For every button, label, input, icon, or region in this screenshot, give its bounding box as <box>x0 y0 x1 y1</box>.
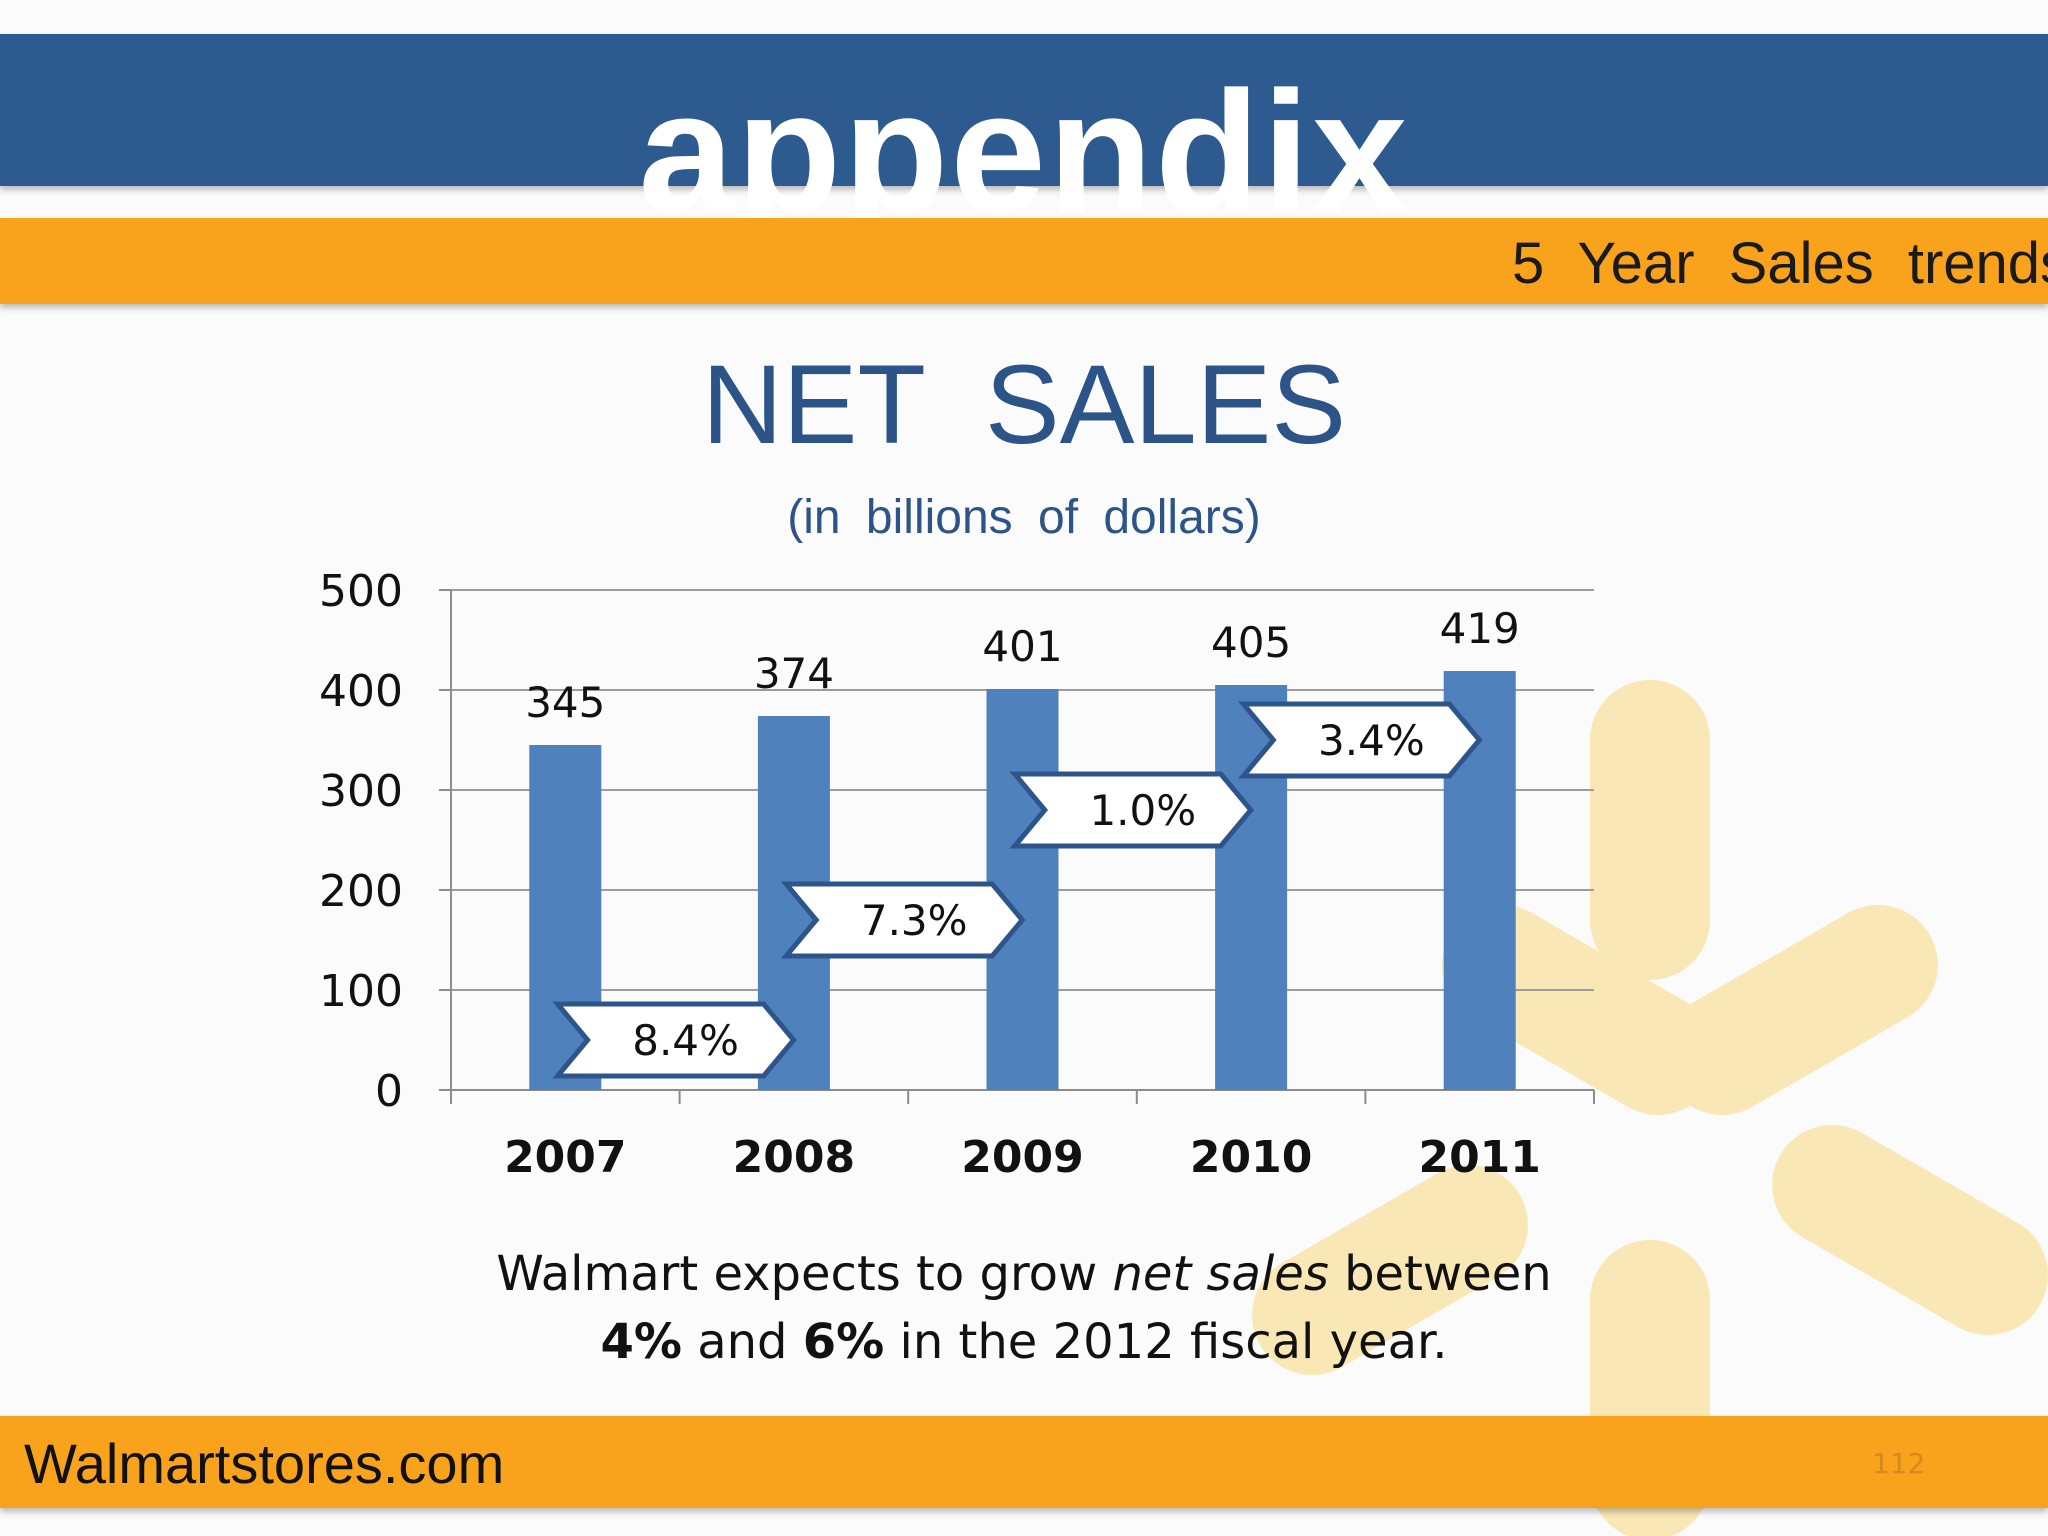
note-emphasis: net sales <box>1112 1246 1329 1302</box>
chart-title: NET SALES <box>701 342 1347 467</box>
chart-subtitle: (in billions of dollars) <box>787 491 1261 544</box>
spark-petal-top <box>1590 680 1710 980</box>
x-category-label: 2009 <box>961 1132 1083 1183</box>
bar-value-label: 405 <box>1211 618 1291 667</box>
growth-arrow <box>552 1001 797 1079</box>
y-tick-label: 0 <box>375 1066 403 1117</box>
note-low-percent: 4% <box>600 1314 682 1370</box>
bar-value-label: 345 <box>525 678 605 727</box>
subtitle-band: 5 Year Sales trends <box>0 218 2048 304</box>
note-text: in the 2012 fiscal year. <box>884 1314 1448 1370</box>
growth-rate-label: 7.3% <box>861 896 968 945</box>
y-tick-label: 500 <box>319 566 403 617</box>
x-category-label: 2008 <box>733 1132 855 1183</box>
growth-arrow <box>1009 771 1255 849</box>
bar-value-label: 374 <box>754 649 834 698</box>
note-high-percent: 6% <box>802 1314 885 1370</box>
growth-rate-label: 1.0% <box>1089 786 1196 835</box>
forecast-note-line-1: Walmart expects to grow net sales betwee… <box>0 1240 2048 1308</box>
note-text: and <box>681 1314 803 1370</box>
x-category-label: 2007 <box>504 1132 626 1183</box>
note-text: Walmart expects to grow <box>496 1246 1113 1302</box>
note-text: between <box>1328 1246 1552 1302</box>
y-tick-label: 100 <box>319 966 403 1017</box>
growth-arrow <box>1238 701 1483 779</box>
bar-value-label: 419 <box>1440 604 1520 653</box>
growth-rate-label: 3.4% <box>1318 716 1425 765</box>
bar-value-label: 401 <box>982 622 1062 671</box>
page-title: appendix <box>638 56 1410 248</box>
x-category-label: 2010 <box>1190 1132 1312 1183</box>
spark-petal-lower-right <box>1772 1125 2048 1335</box>
forecast-note-line-2: 4% and 6% in the 2012 fiscal year. <box>0 1308 2048 1376</box>
y-tick-label: 200 <box>319 866 403 917</box>
header-band: appendix <box>0 34 2048 248</box>
spark-petal-lower-left <box>1252 1165 1528 1375</box>
forecast-note: Walmart expects to grow net sales betwee… <box>0 1240 2048 1376</box>
growth-arrow <box>780 881 1026 959</box>
footer-website: Walmartstores.com <box>24 1432 505 1495</box>
y-tick-label: 400 <box>319 666 403 717</box>
x-category-label: 2011 <box>1418 1132 1540 1183</box>
spark-petal-upper-right <box>1662 905 1938 1115</box>
section-subtitle: 5 Year Sales trends <box>1512 231 2048 296</box>
page-number: 112 <box>1872 1447 1926 1480</box>
growth-rate-label: 8.4% <box>632 1016 739 1065</box>
y-tick-label: 300 <box>319 766 403 817</box>
footer-band: Walmartstores.com 112 <box>0 1416 2048 1508</box>
